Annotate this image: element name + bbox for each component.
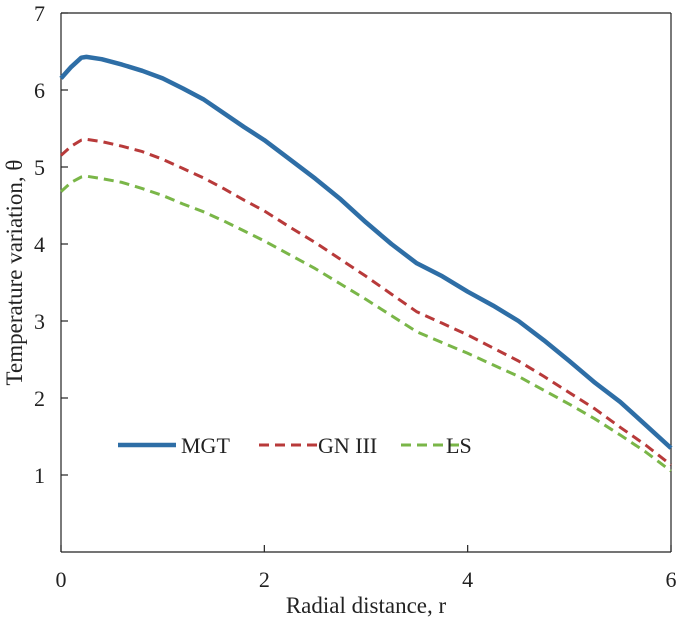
- y-tick-label: 1: [34, 463, 45, 488]
- series-line-gn-iii: [59, 137, 672, 467]
- legend-label: MGT: [181, 433, 230, 458]
- x-tick-label: 2: [259, 567, 270, 592]
- legend-label: GN III: [318, 433, 377, 458]
- y-tick-label: 5: [34, 155, 45, 180]
- y-tick-label: 2: [34, 386, 45, 411]
- y-tick-label: 6: [34, 78, 45, 103]
- y-tick-label: 4: [34, 232, 45, 257]
- legend: MGT GN III LS: [118, 433, 472, 458]
- series-group: [59, 54, 673, 473]
- x-tick-label: 0: [56, 567, 67, 592]
- x-tick-label: 4: [462, 567, 473, 592]
- y-tick-label: 3: [34, 309, 45, 334]
- axes: [60, 12, 672, 553]
- y-axis-label: Temperature variation, θ: [2, 160, 27, 386]
- series-line-mgt: [59, 54, 673, 450]
- ticks: 1 2 3 4 5 6 7 0 2 4 6: [34, 1, 677, 592]
- legend-label: LS: [446, 433, 472, 458]
- x-tick-label: 6: [666, 567, 677, 592]
- series-line-ls: [59, 174, 672, 473]
- x-axis-label: Radial distance, r: [286, 593, 447, 618]
- y-tick-label: 7: [34, 1, 45, 26]
